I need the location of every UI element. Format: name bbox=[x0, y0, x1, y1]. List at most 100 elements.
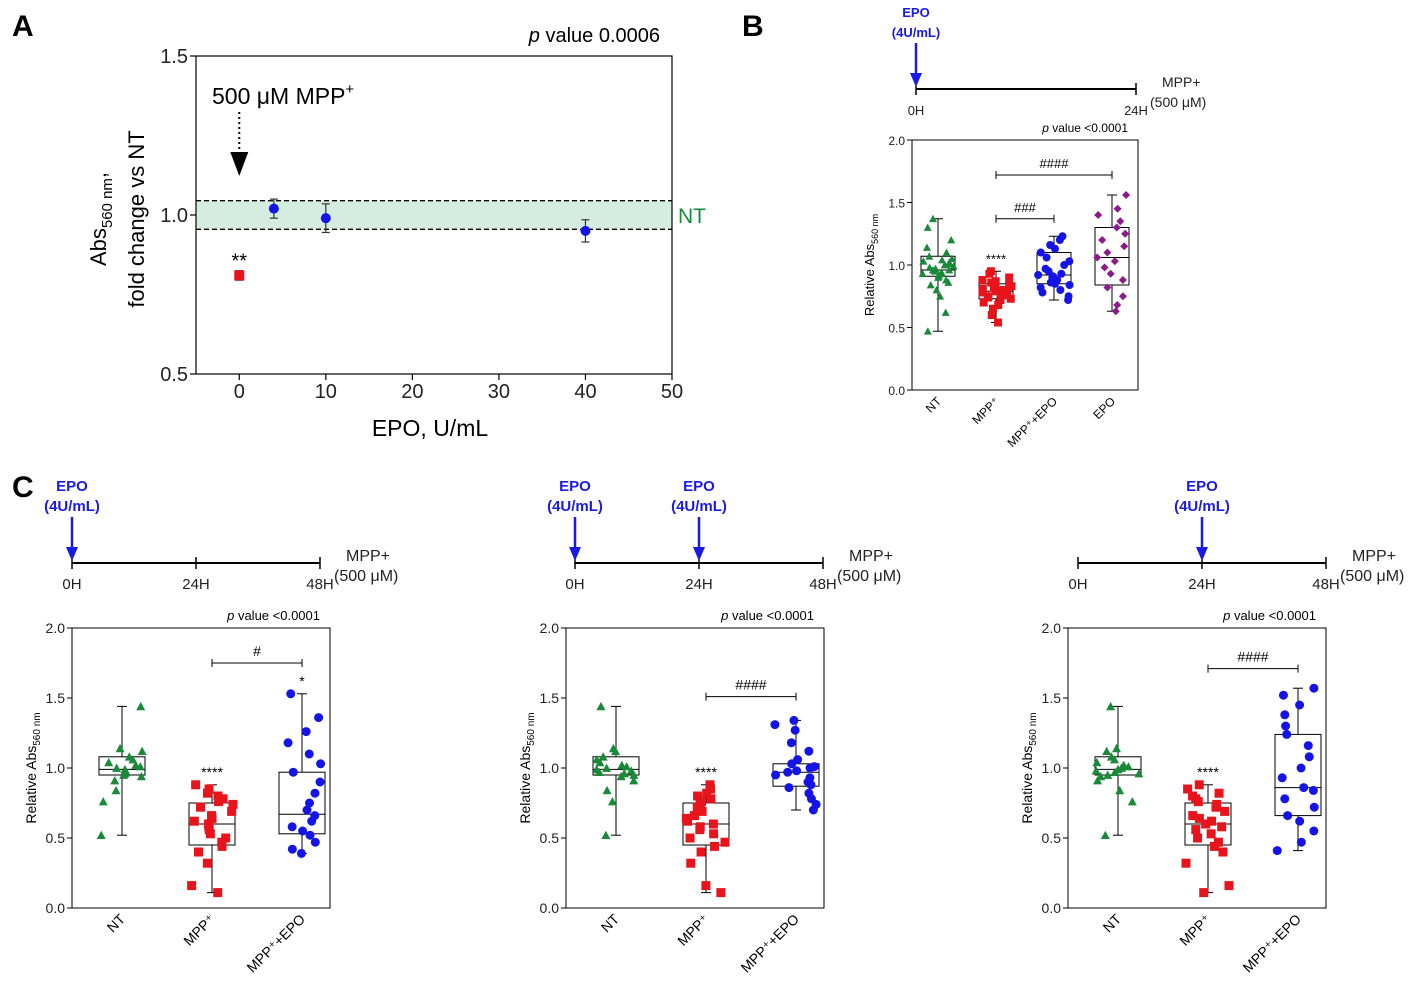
bracket-label: # bbox=[253, 643, 261, 659]
data-point bbox=[1118, 276, 1127, 284]
data-point bbox=[104, 757, 114, 767]
data-point bbox=[1272, 846, 1282, 856]
data-point bbox=[120, 764, 130, 774]
epo-arrow-head bbox=[693, 547, 705, 561]
data-point bbox=[923, 223, 932, 231]
data-point bbox=[214, 797, 224, 807]
significance-stars: **** bbox=[986, 251, 1006, 266]
data-point bbox=[1098, 236, 1107, 244]
x-category-label: MPP⁺ bbox=[180, 911, 218, 949]
data-point bbox=[98, 797, 108, 806]
data-point bbox=[1213, 837, 1223, 847]
mpp-dose-label: (500 μM) bbox=[1340, 568, 1404, 585]
data-point bbox=[1118, 292, 1127, 301]
p-value-number: value <0.0001 bbox=[728, 608, 814, 623]
data-point bbox=[716, 888, 726, 898]
data-point bbox=[110, 776, 120, 785]
bracket-label: #### bbox=[1040, 156, 1070, 171]
panel-c1-boxplot: 0H 24H 48H EPO (4U/mL) MPP+ (500 μM) 0.0 0.5 1.0 1… bbox=[23, 478, 398, 975]
data-point bbox=[999, 286, 1008, 294]
data-point bbox=[1005, 281, 1014, 289]
p-value-number: value <0.0001 bbox=[1230, 608, 1316, 623]
data-point bbox=[302, 805, 312, 815]
data-point bbox=[1207, 816, 1217, 826]
y-tick-label: 0.0 bbox=[540, 900, 560, 916]
y-tick-label: 2.0 bbox=[888, 134, 905, 148]
epo-arrow-0: EPO (4U/mL) bbox=[892, 5, 940, 87]
data-point bbox=[283, 738, 293, 748]
data-point bbox=[793, 755, 803, 765]
data-point bbox=[685, 833, 695, 843]
data-point bbox=[287, 844, 297, 854]
data-point bbox=[697, 797, 707, 807]
data-point bbox=[1280, 794, 1290, 804]
data-point bbox=[191, 780, 201, 790]
x-category-label: MPP⁺+EPO bbox=[737, 911, 802, 976]
timeline: 0H 24H 48H EPO (4U/mL) MPP+ (500 μM) bbox=[1068, 478, 1404, 593]
nt-band bbox=[196, 200, 672, 230]
x-category-label: MPP⁺ bbox=[1176, 911, 1214, 949]
data-point bbox=[1122, 191, 1131, 199]
timeline-tick-label: 0H bbox=[1068, 576, 1087, 593]
data-point bbox=[314, 713, 324, 723]
y-axis-label-subscript: 560 nm bbox=[99, 178, 116, 228]
data-point bbox=[592, 764, 602, 774]
data-point bbox=[942, 248, 951, 256]
data-point bbox=[1005, 273, 1014, 282]
x-axis-label: EPO, U/mL bbox=[372, 415, 489, 441]
annotation-text: 500 μM MPP bbox=[212, 83, 345, 109]
data-point bbox=[706, 794, 716, 804]
timeline-tick-label: 24H bbox=[1124, 103, 1148, 118]
comparison-bracket-0: #### bbox=[705, 677, 797, 701]
y-tick-label: 1.0 bbox=[46, 760, 66, 776]
significance-stars: * bbox=[299, 673, 305, 689]
data-point bbox=[771, 770, 781, 780]
data-point bbox=[1194, 780, 1204, 790]
data-point bbox=[112, 763, 122, 772]
data-point bbox=[1113, 301, 1122, 309]
data-point bbox=[305, 830, 315, 840]
y-axis-label-line2: fold change vs NT bbox=[124, 130, 149, 307]
y-tick-label: 0.5 bbox=[160, 364, 188, 386]
data-point bbox=[1094, 211, 1103, 219]
data-point bbox=[1283, 811, 1293, 821]
x-category-label: MPP⁺ bbox=[674, 911, 712, 949]
data-point bbox=[792, 766, 802, 776]
panel-label-c: C bbox=[12, 471, 34, 504]
group-mpp_epo: MPP⁺+EPO bbox=[1239, 683, 1322, 975]
data-point bbox=[1191, 825, 1201, 835]
data-point bbox=[1058, 232, 1067, 241]
y-axis-label-subscript: 560 nm bbox=[32, 712, 43, 745]
x-tick-label: 30 bbox=[488, 381, 510, 403]
data-point bbox=[213, 791, 223, 801]
epo-arrow-0: EPO (4U/mL) bbox=[44, 478, 100, 561]
data-point bbox=[809, 762, 819, 772]
p-value-number: value 0.0006 bbox=[540, 25, 660, 47]
data-point bbox=[1212, 799, 1222, 809]
data-point bbox=[592, 755, 602, 764]
panel-c3-boxplot: 0H 24H 48H EPO (4U/mL) MPP+ (500 μM) 0.0 0.5 1.0 1… bbox=[1019, 478, 1404, 975]
bracket-label: #### bbox=[1237, 649, 1268, 665]
data-point bbox=[994, 318, 1003, 327]
y-axis-label-main: Relative Abs bbox=[517, 746, 533, 824]
timeline-tick-label: 0H bbox=[908, 103, 925, 118]
data-point bbox=[1093, 776, 1103, 785]
data-point bbox=[1278, 690, 1288, 700]
y-tick-label: 1.0 bbox=[160, 205, 188, 227]
data-point bbox=[695, 822, 705, 832]
data-point bbox=[991, 277, 1000, 286]
significance-stars: **** bbox=[695, 764, 717, 780]
p-value-text: p value <0.0001 bbox=[226, 608, 320, 623]
group-nt: NT bbox=[96, 701, 147, 935]
data-point bbox=[598, 752, 608, 761]
data-point bbox=[194, 847, 204, 857]
y-tick-label: 0.0 bbox=[1042, 900, 1062, 916]
data-point bbox=[996, 296, 1005, 304]
data-point bbox=[987, 311, 996, 319]
data-point bbox=[984, 292, 993, 301]
data-point bbox=[1103, 770, 1113, 779]
data-point bbox=[1199, 888, 1209, 898]
p-value-text: p value <0.0001 bbox=[720, 608, 814, 623]
significance-stars: ** bbox=[231, 250, 247, 272]
p-value-italic: p bbox=[226, 608, 234, 623]
